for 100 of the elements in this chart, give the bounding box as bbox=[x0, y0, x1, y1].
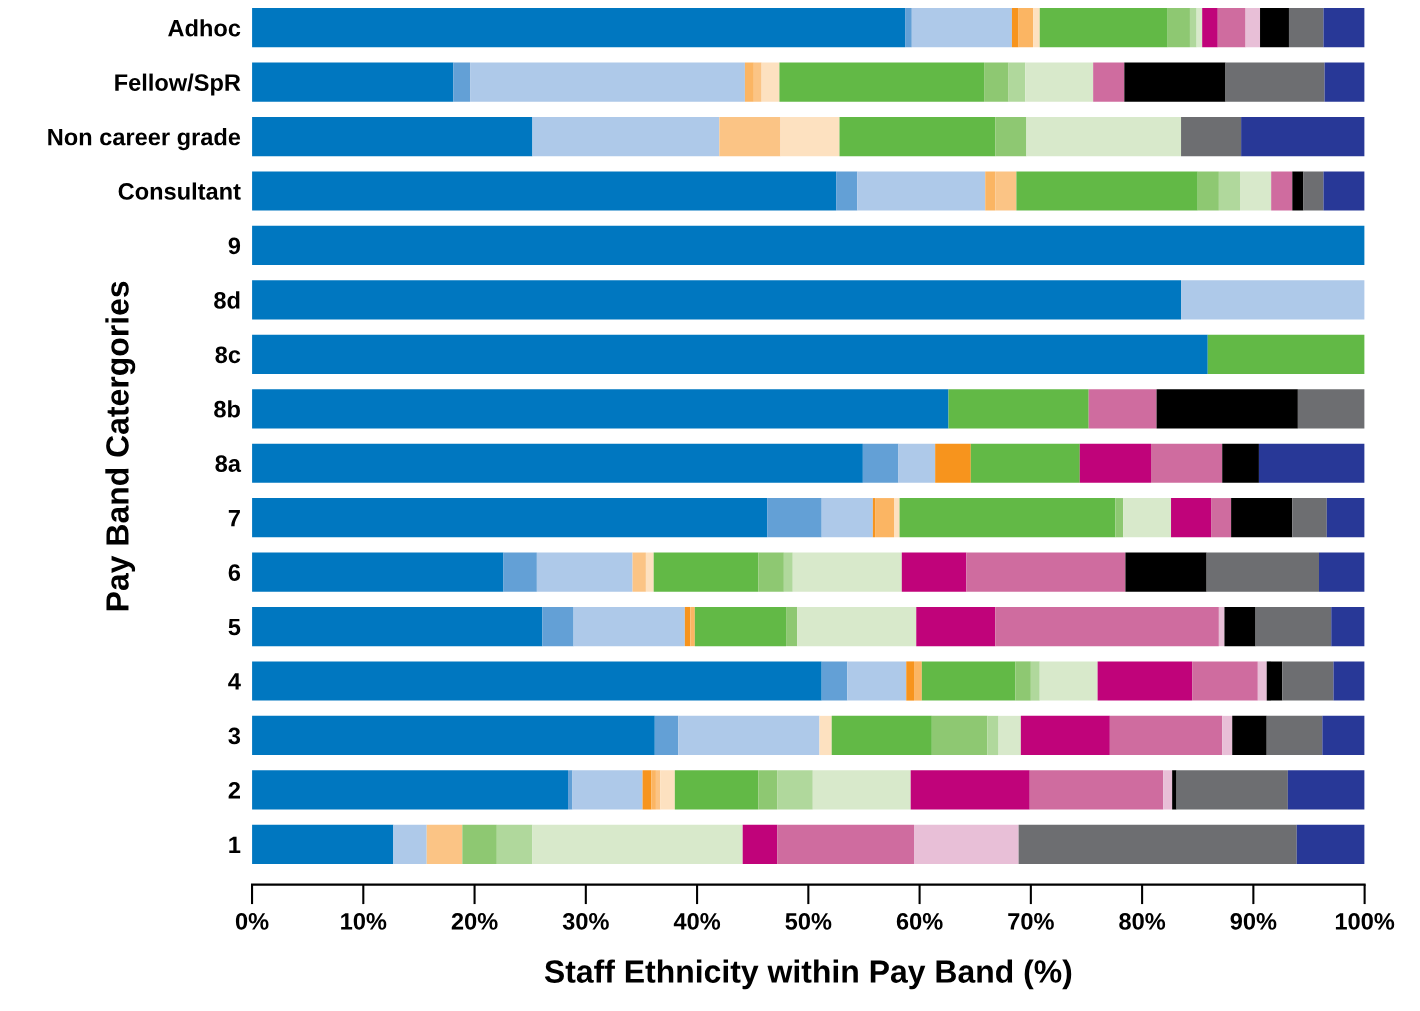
x-axis-title: Staff Ethnicity within Pay Band (%) bbox=[544, 959, 1072, 990]
bar bbox=[821, 498, 873, 538]
y-tick-label: 8a bbox=[215, 455, 242, 473]
y-tick-label: Adhoc bbox=[168, 19, 241, 37]
bar bbox=[899, 498, 1116, 538]
bar bbox=[1025, 62, 1094, 102]
bar bbox=[694, 606, 787, 647]
bar bbox=[453, 62, 471, 102]
bar bbox=[1297, 389, 1365, 429]
bar bbox=[1020, 715, 1110, 756]
bar bbox=[911, 8, 1012, 48]
bar bbox=[1260, 8, 1289, 48]
bar bbox=[660, 770, 675, 810]
bar bbox=[1292, 498, 1327, 538]
bar bbox=[536, 552, 633, 592]
y-tick-label: 5 bbox=[228, 618, 241, 636]
bar bbox=[767, 498, 822, 538]
y-tick-label: 6 bbox=[228, 564, 241, 581]
bar bbox=[905, 8, 912, 48]
bar bbox=[1192, 661, 1258, 701]
y-tick-label: 3 bbox=[228, 727, 241, 745]
bar bbox=[779, 62, 985, 102]
bar bbox=[987, 715, 999, 756]
bar bbox=[1093, 62, 1125, 102]
bar bbox=[1322, 715, 1365, 756]
bar bbox=[1171, 498, 1212, 538]
x-tick-label: 0% bbox=[235, 913, 269, 930]
bar bbox=[1266, 661, 1283, 701]
bar bbox=[1245, 8, 1261, 48]
bar bbox=[252, 661, 822, 701]
bar bbox=[1225, 62, 1325, 102]
bar bbox=[1008, 62, 1026, 102]
bar bbox=[758, 552, 784, 592]
bar bbox=[252, 62, 454, 102]
bar bbox=[1258, 443, 1365, 483]
bar bbox=[496, 824, 533, 864]
x-tick-label: 100% bbox=[1335, 913, 1395, 930]
bar bbox=[573, 606, 685, 647]
bar bbox=[252, 334, 1208, 374]
x-tick-label: 70% bbox=[1008, 913, 1054, 930]
bar bbox=[1124, 62, 1226, 102]
bar bbox=[906, 661, 915, 701]
bar bbox=[426, 824, 463, 864]
bar bbox=[786, 606, 798, 647]
bar bbox=[777, 770, 813, 810]
bar bbox=[1319, 552, 1365, 592]
bar bbox=[1326, 498, 1365, 538]
y-tick-label: 7 bbox=[228, 509, 240, 527]
bar bbox=[1039, 661, 1098, 701]
bar bbox=[1015, 661, 1031, 701]
bar bbox=[1115, 498, 1124, 538]
bar bbox=[1125, 552, 1207, 592]
bar bbox=[1324, 62, 1365, 102]
bar bbox=[780, 116, 840, 157]
y-tick-label: 1 bbox=[229, 836, 241, 853]
bar bbox=[985, 171, 996, 211]
bar bbox=[393, 824, 427, 864]
bar bbox=[1303, 171, 1324, 211]
bar bbox=[931, 715, 988, 756]
bar bbox=[1211, 498, 1232, 538]
bar bbox=[655, 770, 661, 810]
bar bbox=[1033, 8, 1040, 48]
bar bbox=[1176, 770, 1288, 810]
bar bbox=[1030, 661, 1040, 701]
bar bbox=[1292, 171, 1304, 211]
bar bbox=[1222, 443, 1259, 483]
bar bbox=[1029, 770, 1164, 810]
bar bbox=[783, 552, 793, 592]
bar bbox=[568, 770, 573, 810]
bar bbox=[1255, 606, 1332, 647]
bar bbox=[1156, 389, 1298, 429]
bar bbox=[875, 498, 894, 538]
bar bbox=[1296, 824, 1365, 864]
bar bbox=[1016, 171, 1198, 211]
bar bbox=[1287, 770, 1365, 810]
bar bbox=[532, 824, 743, 864]
bar bbox=[1257, 661, 1267, 701]
bar bbox=[690, 606, 695, 647]
bar bbox=[984, 62, 1009, 102]
bar bbox=[651, 770, 656, 810]
bar bbox=[1333, 661, 1365, 701]
bar bbox=[742, 824, 778, 864]
bar bbox=[970, 443, 1080, 483]
x-tick-label: 90% bbox=[1230, 913, 1277, 930]
x-tick-label: 40% bbox=[673, 913, 721, 930]
x-tick-label: 10% bbox=[341, 913, 387, 930]
bar bbox=[1202, 8, 1218, 48]
bar bbox=[1189, 8, 1197, 48]
y-tick-label: 8c bbox=[215, 346, 241, 364]
y-tick-label: Fellow/SpR bbox=[115, 73, 241, 96]
bar bbox=[1240, 171, 1272, 211]
bar bbox=[1088, 389, 1157, 429]
bar bbox=[470, 62, 745, 102]
bar bbox=[1323, 8, 1365, 48]
bar bbox=[252, 225, 1365, 266]
y-axis-title: Pay Band Catergories bbox=[105, 281, 136, 611]
bar bbox=[1018, 8, 1034, 48]
bar bbox=[1167, 8, 1190, 48]
bar bbox=[1197, 171, 1219, 211]
bar bbox=[1109, 715, 1223, 756]
